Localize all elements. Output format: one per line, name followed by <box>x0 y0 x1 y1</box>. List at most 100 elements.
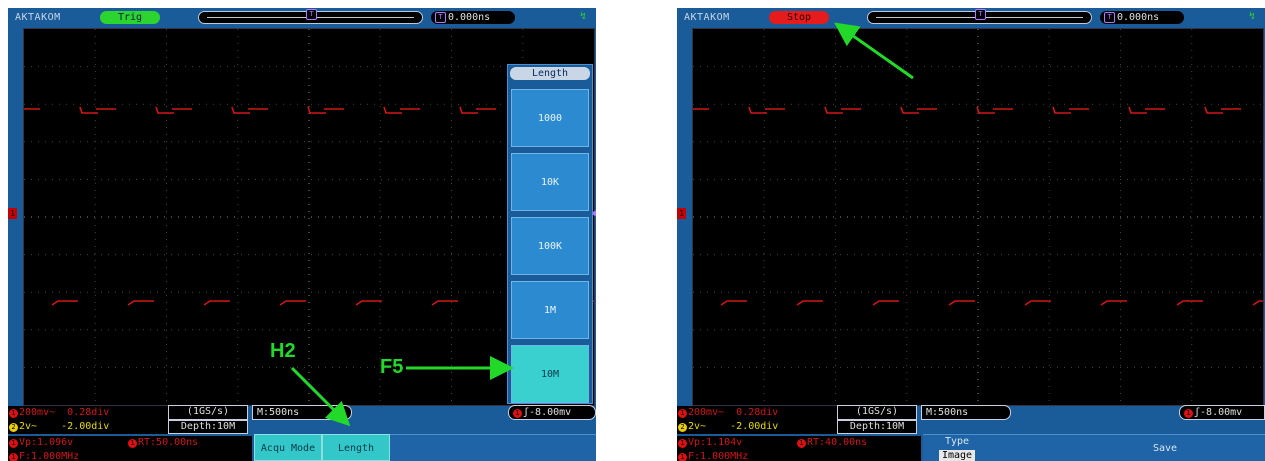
waveform-segment <box>693 106 767 114</box>
waveform-display <box>692 28 1264 406</box>
depth-box: Depth:10M <box>168 420 248 434</box>
ch1-waveform <box>693 106 1263 306</box>
ch1-info: 1 200mv~ 0.28div <box>677 406 837 420</box>
ch1-icon: 1 <box>9 439 18 448</box>
depth-box: Depth:10M <box>837 420 917 434</box>
brand-label: AKTAKOM <box>684 12 730 23</box>
trigger-level-readout: 1 ʃ-8.00mv <box>1179 405 1265 420</box>
vp-measurement: Vp:1.104v <box>688 437 743 448</box>
ch1-scale: 200mv~ <box>688 407 725 418</box>
waveform-segment <box>917 106 995 114</box>
trigger-level-marker[interactable]: ◀ <box>590 208 596 219</box>
length-option-1m[interactable]: 1M <box>511 281 589 339</box>
ch1-icon: 1 <box>678 453 687 461</box>
waveform-segment <box>720 300 747 306</box>
ch1-position: 0.28div <box>736 407 779 418</box>
waveform-segment <box>96 106 174 114</box>
trigger-position-value: 0.000ns <box>448 12 491 23</box>
ch2-position: -2.00div <box>61 421 110 432</box>
waveform-segment <box>400 106 478 114</box>
waveform-segment <box>203 300 230 306</box>
edge-icon: ʃ <box>1194 407 1201 418</box>
scope-screen-right: AKTAKOM Stop T T 0.000ns ↯ 1 1 200mv~ 0.28… <box>677 8 1265 461</box>
type-value: Image <box>938 450 976 461</box>
trigger-icon: T <box>1104 12 1115 23</box>
ch1-position: 0.28div <box>67 407 110 418</box>
trigger-level-value: -8.00mv <box>529 407 572 418</box>
ch2-position: -2.00div <box>730 421 779 432</box>
arrow-to-stop-status <box>834 22 914 80</box>
waveform-segment <box>51 300 78 306</box>
waveform-segment <box>948 300 975 306</box>
softkey-save[interactable]: Save <box>1131 434 1199 461</box>
softkey-empty <box>390 434 596 461</box>
top-status-bar: AKTAKOM Trig T T 0.000ns ↯ <box>8 8 596 28</box>
trigger-icon: T <box>435 12 446 23</box>
length-option-1000[interactable]: 1000 <box>511 89 589 147</box>
annotation-f5: F5 <box>380 356 404 378</box>
ch1-info: 1 200mv~ 0.28div <box>8 406 168 420</box>
trigger-level-value: -8.00mv <box>1200 407 1243 418</box>
ch1-icon: 1 <box>678 409 687 418</box>
rt-measurement: RT:40.00ns <box>807 437 868 448</box>
ch1-icon: 1 <box>128 439 137 448</box>
length-option-10k[interactable]: 10K <box>511 153 589 211</box>
length-option-100k[interactable]: 100K <box>511 217 589 275</box>
length-option-10m[interactable]: 10M <box>511 345 589 403</box>
waveform-segment <box>1221 108 1241 110</box>
run-status-badge: Trig <box>100 11 160 24</box>
scope-screen-left: AKTAKOM Trig T T 0.000ns ↯ 1 ◀ Length 100… <box>8 8 596 461</box>
run-status-badge: Stop <box>769 11 829 24</box>
waveform-segment <box>796 300 823 306</box>
usb-icon: ↯ <box>1248 11 1255 22</box>
ch1-level-marker[interactable]: 1 <box>8 208 17 219</box>
trigger-position-marker: T <box>975 9 986 20</box>
waveform-segment <box>248 106 326 114</box>
sample-rate-box: (1GS/s) <box>837 405 917 420</box>
waveform-segment <box>993 106 1071 114</box>
ch2-info: 2 2v~ -2.00div <box>8 420 168 434</box>
ch1-level-marker[interactable]: 1 <box>677 208 686 219</box>
ch1-icon: 1 <box>797 439 806 448</box>
rt-measurement: RT:50.00ns <box>138 437 199 448</box>
ch1-icon: 1 <box>9 453 18 461</box>
waveform-grid-svg <box>693 29 1263 405</box>
trigger-position-readout: T 0.000ns <box>1100 11 1184 24</box>
annotation-arrows <box>834 22 914 80</box>
waveform-segment <box>841 106 919 114</box>
ch2-icon: 2 <box>9 423 18 432</box>
type-label: Type <box>944 436 970 447</box>
vp-measurement: Vp:1.096v <box>19 437 74 448</box>
ch1-icon: 1 <box>678 439 687 448</box>
softkey-length[interactable]: Length <box>322 434 390 461</box>
annotation-arrows <box>290 356 514 427</box>
trigger-position-value: 0.000ns <box>1117 12 1160 23</box>
length-side-menu: Length 1000 10K 100K 1M 10M <box>507 64 593 404</box>
trigger-source-icon: 1 <box>1184 409 1193 418</box>
measurement-panel: 1 Vp:1.104v 1 RT:40.00ns 1 F:1.000MHz <box>677 436 921 461</box>
waveform-segment <box>1176 300 1203 306</box>
side-menu-title: Length <box>510 67 590 80</box>
ch1-scale: 200mv~ <box>19 407 56 418</box>
usb-icon: ↯ <box>579 11 586 22</box>
waveform-segment <box>127 300 154 306</box>
softkey-type[interactable]: Type Image <box>923 434 991 461</box>
waveform-segment <box>1252 300 1263 306</box>
arrow-to-length-softkey <box>290 366 351 427</box>
ch2-info: 2 2v~ -2.00div <box>677 420 837 434</box>
waveform-segment <box>279 300 306 306</box>
ch2-icon: 2 <box>678 423 687 432</box>
top-status-bar: AKTAKOM Stop T T 0.000ns ↯ <box>677 8 1265 28</box>
waveform-display <box>23 28 595 406</box>
freq-measurement: F:1.000MHz <box>688 451 749 461</box>
waveform-segment <box>355 300 382 306</box>
softkey-empty <box>1199 434 1265 461</box>
trigger-source-icon: 1 <box>513 409 522 418</box>
waveform-segment <box>1069 106 1147 114</box>
waveform-segment <box>24 106 98 114</box>
waveform-segment <box>765 106 843 114</box>
trigger-level-readout: 1 ʃ-8.00mv <box>508 405 596 420</box>
freq-measurement: F:1.000MHz <box>19 451 80 461</box>
trigger-position-readout: T 0.000ns <box>431 11 515 24</box>
trigger-position-marker: T <box>306 9 317 20</box>
